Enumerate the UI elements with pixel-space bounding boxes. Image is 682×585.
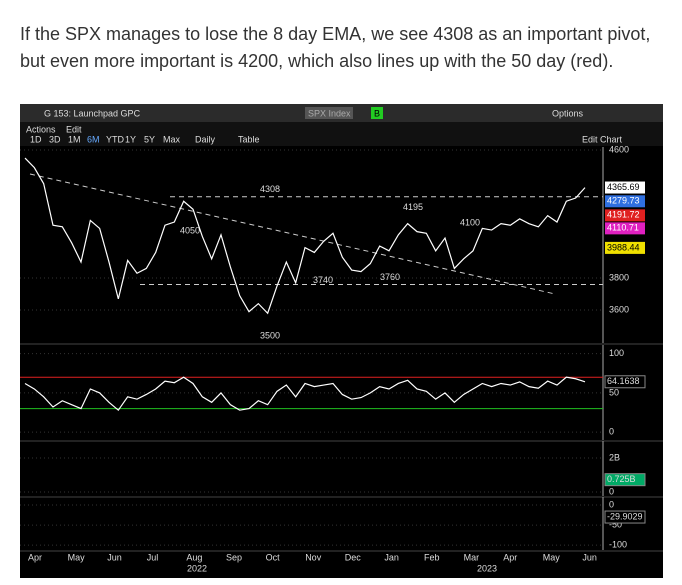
last-value-box	[605, 181, 645, 194]
x-tick-label: Jun	[107, 552, 122, 562]
last-value-label: 4191.72	[607, 210, 640, 220]
y-tick-label: 2B	[609, 452, 620, 462]
last-value-box	[605, 222, 645, 235]
range-button[interactable]: 1M	[68, 134, 81, 144]
level-label: 4050	[180, 225, 200, 235]
edit-chart[interactable]: Edit Chart	[582, 134, 623, 144]
last-value-label: 0.725B	[607, 474, 636, 484]
last-value-box	[605, 241, 645, 254]
range-button[interactable]: 1Y	[125, 134, 136, 144]
x-tick-label: Dec	[345, 552, 362, 562]
badge-box	[371, 107, 383, 119]
level-label: 3740	[313, 275, 333, 285]
paragraph-line: If the SPX manages to lose the 8 day EMA…	[20, 24, 651, 44]
last-value-box	[604, 510, 646, 524]
y-tick-label: 100	[609, 348, 624, 358]
x-tick-label: Jul	[147, 552, 159, 562]
toolbar	[20, 122, 663, 146]
y-tick-label: 0	[609, 427, 614, 437]
badge: B	[374, 108, 380, 118]
level-label: 4195	[403, 202, 423, 212]
range-button[interactable]: 6M	[87, 134, 100, 144]
ticker-box	[305, 107, 353, 119]
table[interactable]: Table	[238, 134, 260, 144]
y-tick-label: 0	[609, 486, 614, 496]
last-value-label: 3988.44	[607, 242, 640, 252]
last-value-label: -29.9029	[607, 511, 643, 521]
last-value-box	[604, 473, 646, 487]
range-button[interactable]: 3D	[49, 134, 61, 144]
level-label: 3500	[260, 330, 280, 340]
y-tick-label: -100	[609, 540, 627, 550]
x-tick-label: Aug	[186, 552, 202, 562]
background	[20, 104, 663, 578]
paragraph-line: but even more important is 4200, which a…	[20, 51, 614, 71]
x-tick-label: Jun	[582, 552, 597, 562]
y-tick-label: -50	[609, 519, 622, 529]
range-button[interactable]: 1D	[30, 134, 42, 144]
menu[interactable]: Edit	[66, 124, 82, 134]
year-label: 2023	[477, 563, 497, 573]
x-tick-label: May	[68, 552, 86, 562]
options[interactable]: Options	[552, 108, 584, 118]
window-title: G 153: Launchpad GPC	[44, 108, 141, 118]
rsi-line	[24, 376, 586, 412]
y-tick-label: 0	[609, 499, 614, 509]
ticker: SPX Index	[308, 108, 351, 118]
y-tick-label: 4600	[609, 144, 629, 154]
price-line	[24, 157, 586, 315]
x-tick-label: Mar	[464, 552, 480, 562]
period[interactable]: Daily	[195, 134, 216, 144]
last-value-label: 64.1638	[607, 376, 640, 386]
year-label: 2022	[187, 563, 207, 573]
x-tick-label: Nov	[305, 552, 322, 562]
last-value-box	[604, 375, 646, 389]
last-value-label: 4279.73	[607, 196, 640, 206]
level-label: 4100	[460, 217, 480, 227]
y-tick-label: 50	[609, 387, 619, 397]
level-label: 3760	[380, 272, 400, 282]
last-value-label: 4365.69	[607, 182, 640, 192]
last-value-box	[605, 209, 645, 222]
range-button[interactable]: YTD	[106, 134, 125, 144]
x-tick-label: Oct	[266, 552, 281, 562]
y-tick-label: 3600	[609, 304, 629, 314]
last-value-label: 4110.71	[607, 223, 639, 233]
x-tick-label: Apr	[28, 552, 42, 562]
x-tick-label: Sep	[226, 552, 242, 562]
last-value-box	[605, 195, 645, 208]
range-button[interactable]: Max	[163, 134, 181, 144]
menu[interactable]: Actions	[26, 124, 56, 134]
range-button[interactable]: 5Y	[144, 134, 155, 144]
x-tick-label: Jan	[384, 552, 399, 562]
x-tick-label: Apr	[503, 552, 517, 562]
level-label: 4308	[260, 184, 280, 194]
chart-screenshot: G 153: Launchpad GPC SPX Index B Options…	[20, 104, 663, 578]
x-tick-label: May	[543, 552, 561, 562]
x-tick-label: Feb	[424, 552, 440, 562]
y-tick-label: 3800	[609, 272, 629, 282]
